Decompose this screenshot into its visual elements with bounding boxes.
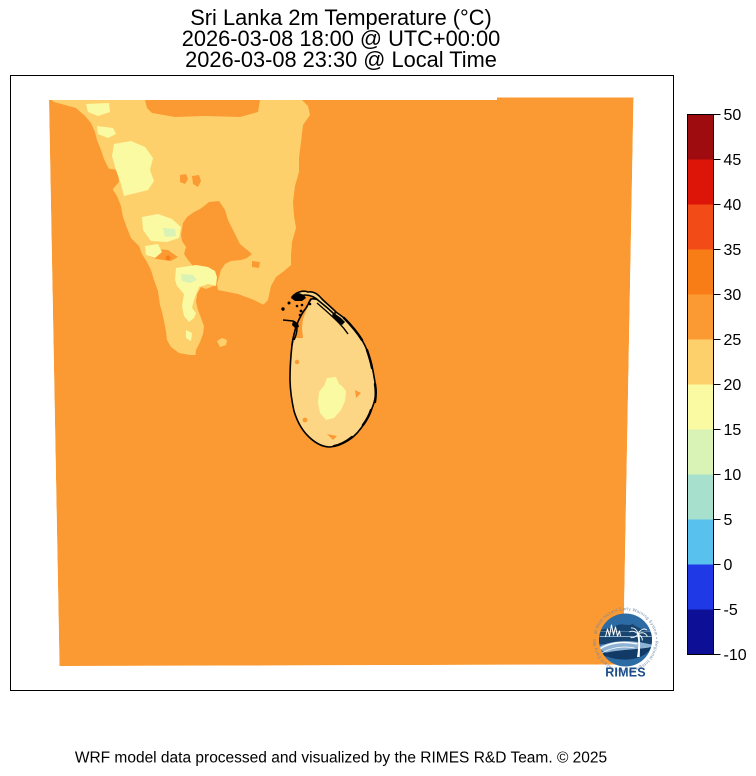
svg-text:-5: -5 [724, 602, 738, 619]
svg-text:10: 10 [724, 467, 742, 484]
svg-text:30: 30 [724, 287, 742, 304]
svg-text:15: 15 [724, 422, 742, 439]
svg-text:25: 25 [724, 332, 742, 349]
svg-text:5: 5 [724, 512, 733, 529]
svg-text:2026-03-08 18:00 @ UTC+00:00: 2026-03-08 18:00 @ UTC+00:00 [182, 26, 500, 51]
svg-text:Sri Lanka 2m Temperature (°C): Sri Lanka 2m Temperature (°C) [190, 5, 491, 30]
svg-text:35: 35 [724, 242, 742, 259]
svg-text:0: 0 [724, 557, 733, 574]
svg-text:45: 45 [724, 152, 742, 169]
svg-text:20: 20 [724, 377, 742, 394]
svg-text:-10: -10 [724, 647, 747, 664]
svg-text:WRF model data processed and v: WRF model data processed and visualized … [75, 750, 607, 767]
svg-text:2026-03-08 23:30 @ Local Time: 2026-03-08 23:30 @ Local Time [185, 47, 497, 72]
svg-text:50: 50 [724, 107, 742, 124]
svg-text:RIMES: RIMES [605, 666, 646, 680]
svg-text:40: 40 [724, 197, 742, 214]
